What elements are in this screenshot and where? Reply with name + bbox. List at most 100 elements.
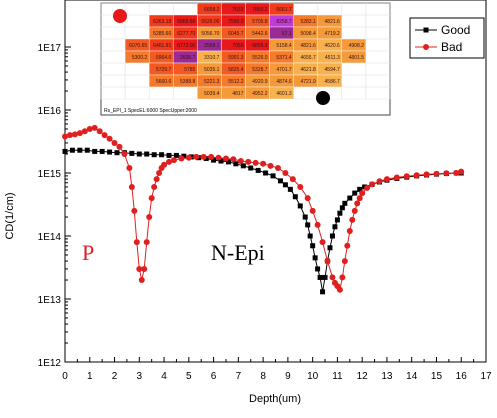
- region-label-p: P: [82, 240, 94, 265]
- data-point-bad: [245, 158, 252, 165]
- wafer-map-value: 4621.8: [300, 67, 316, 73]
- data-point-bad: [96, 128, 103, 135]
- wafer-map-value: 6263.18: [153, 19, 171, 25]
- x-tick-label: 15: [431, 371, 443, 382]
- data-point-bad: [458, 168, 465, 175]
- wafer-map-value: 8258.7: [276, 19, 292, 25]
- y-axis-title: CD(1/cm): [4, 192, 16, 239]
- wafer-map-value: 6526.00: [201, 19, 219, 25]
- region-label-n-epi: N-Epi: [211, 240, 265, 265]
- y-tick-label: 1E12: [38, 358, 62, 369]
- data-point-bad: [151, 183, 158, 190]
- wafer-map-value: 4601.3: [276, 91, 292, 97]
- wafer-map-value: 4511.3: [325, 55, 340, 61]
- wafer-map-value: 4801.5: [349, 55, 365, 61]
- wafer-black-dot: [316, 91, 330, 105]
- data-point-good: [240, 163, 246, 169]
- wafer-map-value: 6461.91: [153, 43, 171, 49]
- data-point-bad: [101, 132, 108, 139]
- wafer-map-value: 7590.0: [228, 19, 244, 25]
- x-tick-label: 17: [480, 371, 492, 382]
- data-point-bad: [282, 170, 289, 176]
- wafer-map-value: 4594.7: [325, 67, 341, 73]
- wafer-map-value: 5442.6: [252, 31, 268, 37]
- wafer-map-value: 4719.2: [325, 31, 341, 37]
- wafer-map-value: 6070.65: [129, 43, 147, 49]
- data-point-good: [347, 195, 353, 201]
- data-point-bad: [141, 265, 148, 272]
- wafer-map-value: 5158.4: [276, 43, 292, 49]
- x-tick-label: 5: [186, 371, 192, 382]
- data-point-bad: [413, 172, 420, 179]
- data-point-bad: [423, 171, 430, 178]
- data-point-bad: [128, 183, 135, 190]
- data-point-bad: [121, 151, 128, 158]
- data-point-good: [233, 161, 239, 167]
- data-point-bad: [143, 239, 150, 246]
- legend-box: [409, 17, 485, 59]
- x-tick-label: 10: [307, 371, 319, 382]
- data-point-bad: [148, 195, 155, 202]
- wafer-map-value: 5098.4: [300, 31, 316, 37]
- wafer-map-value: 5039.4: [204, 91, 220, 97]
- data-point-bad: [106, 135, 113, 142]
- data-point-good: [159, 152, 165, 158]
- data-point-bad: [403, 173, 410, 180]
- wafer-map-value: 7633: [232, 7, 243, 13]
- data-point-good: [315, 266, 321, 272]
- wafer-map-inset: 6658.2 7633 7860.2 6661.7 6263.18 6865.50 6526…: [100, 2, 391, 116]
- wafer-map-value: 5825.4: [228, 67, 244, 73]
- wafer-map-value: 5991.3: [228, 55, 244, 61]
- data-point-good: [307, 233, 313, 239]
- data-point-bad: [354, 200, 361, 207]
- wafer-map-value: 5388.8: [180, 79, 196, 85]
- data-point-bad: [339, 274, 346, 281]
- data-point-good: [62, 148, 68, 154]
- y-tick-label: 1E13: [38, 295, 62, 306]
- data-point-good: [248, 165, 254, 171]
- data-point-good: [334, 217, 340, 223]
- data-point-bad: [131, 207, 138, 214]
- y-axis: 1E12 1E13 1E14 1E15 1E16 1E17: [38, 43, 71, 369]
- data-point-bad: [364, 184, 371, 191]
- x-tick-label: 16: [456, 371, 468, 382]
- wafer-map-value: 6045.7: [228, 31, 244, 37]
- data-point-good: [322, 274, 328, 280]
- data-point-bad: [336, 286, 343, 293]
- data-point-good: [342, 200, 348, 206]
- wafer-map-value: 5964.0: [156, 55, 172, 61]
- data-point-bad: [76, 130, 83, 137]
- data-point-good: [302, 214, 308, 220]
- data-point-bad: [309, 207, 316, 214]
- data-point-good: [107, 149, 113, 155]
- y-tick-label: 1E16: [38, 106, 62, 117]
- data-point-bad: [297, 183, 304, 190]
- data-point-good: [69, 147, 75, 153]
- wafer-map-value: 4655.7: [300, 55, 316, 61]
- wafer-map-value: 5729.7: [156, 67, 172, 73]
- data-point-bad: [161, 161, 168, 168]
- wafer-map-value: 6277.70: [177, 31, 195, 37]
- data-point-bad: [443, 170, 450, 177]
- data-point-good: [77, 147, 83, 153]
- data-point-bad: [304, 195, 311, 202]
- data-point-bad: [356, 195, 363, 202]
- wafer-map-empty-cell: [365, 86, 391, 100]
- y-tick-label: 1E15: [38, 169, 62, 180]
- data-point-good: [317, 274, 323, 280]
- data-point-good: [99, 148, 105, 154]
- wafer-map-value: 6661.7: [276, 7, 292, 13]
- wafer-map-value: 4821.6: [325, 19, 341, 25]
- data-point-bad: [126, 165, 133, 172]
- data-point-good: [173, 152, 179, 158]
- data-point-bad: [289, 176, 296, 183]
- data-point-good: [305, 222, 311, 228]
- data-point-bad: [62, 133, 68, 140]
- data-point-good: [166, 152, 172, 158]
- data-point-bad: [111, 139, 118, 146]
- x-tick-label: 4: [161, 371, 167, 382]
- data-point-bad: [324, 258, 331, 265]
- data-point-good: [218, 158, 224, 164]
- data-point-bad: [237, 158, 244, 165]
